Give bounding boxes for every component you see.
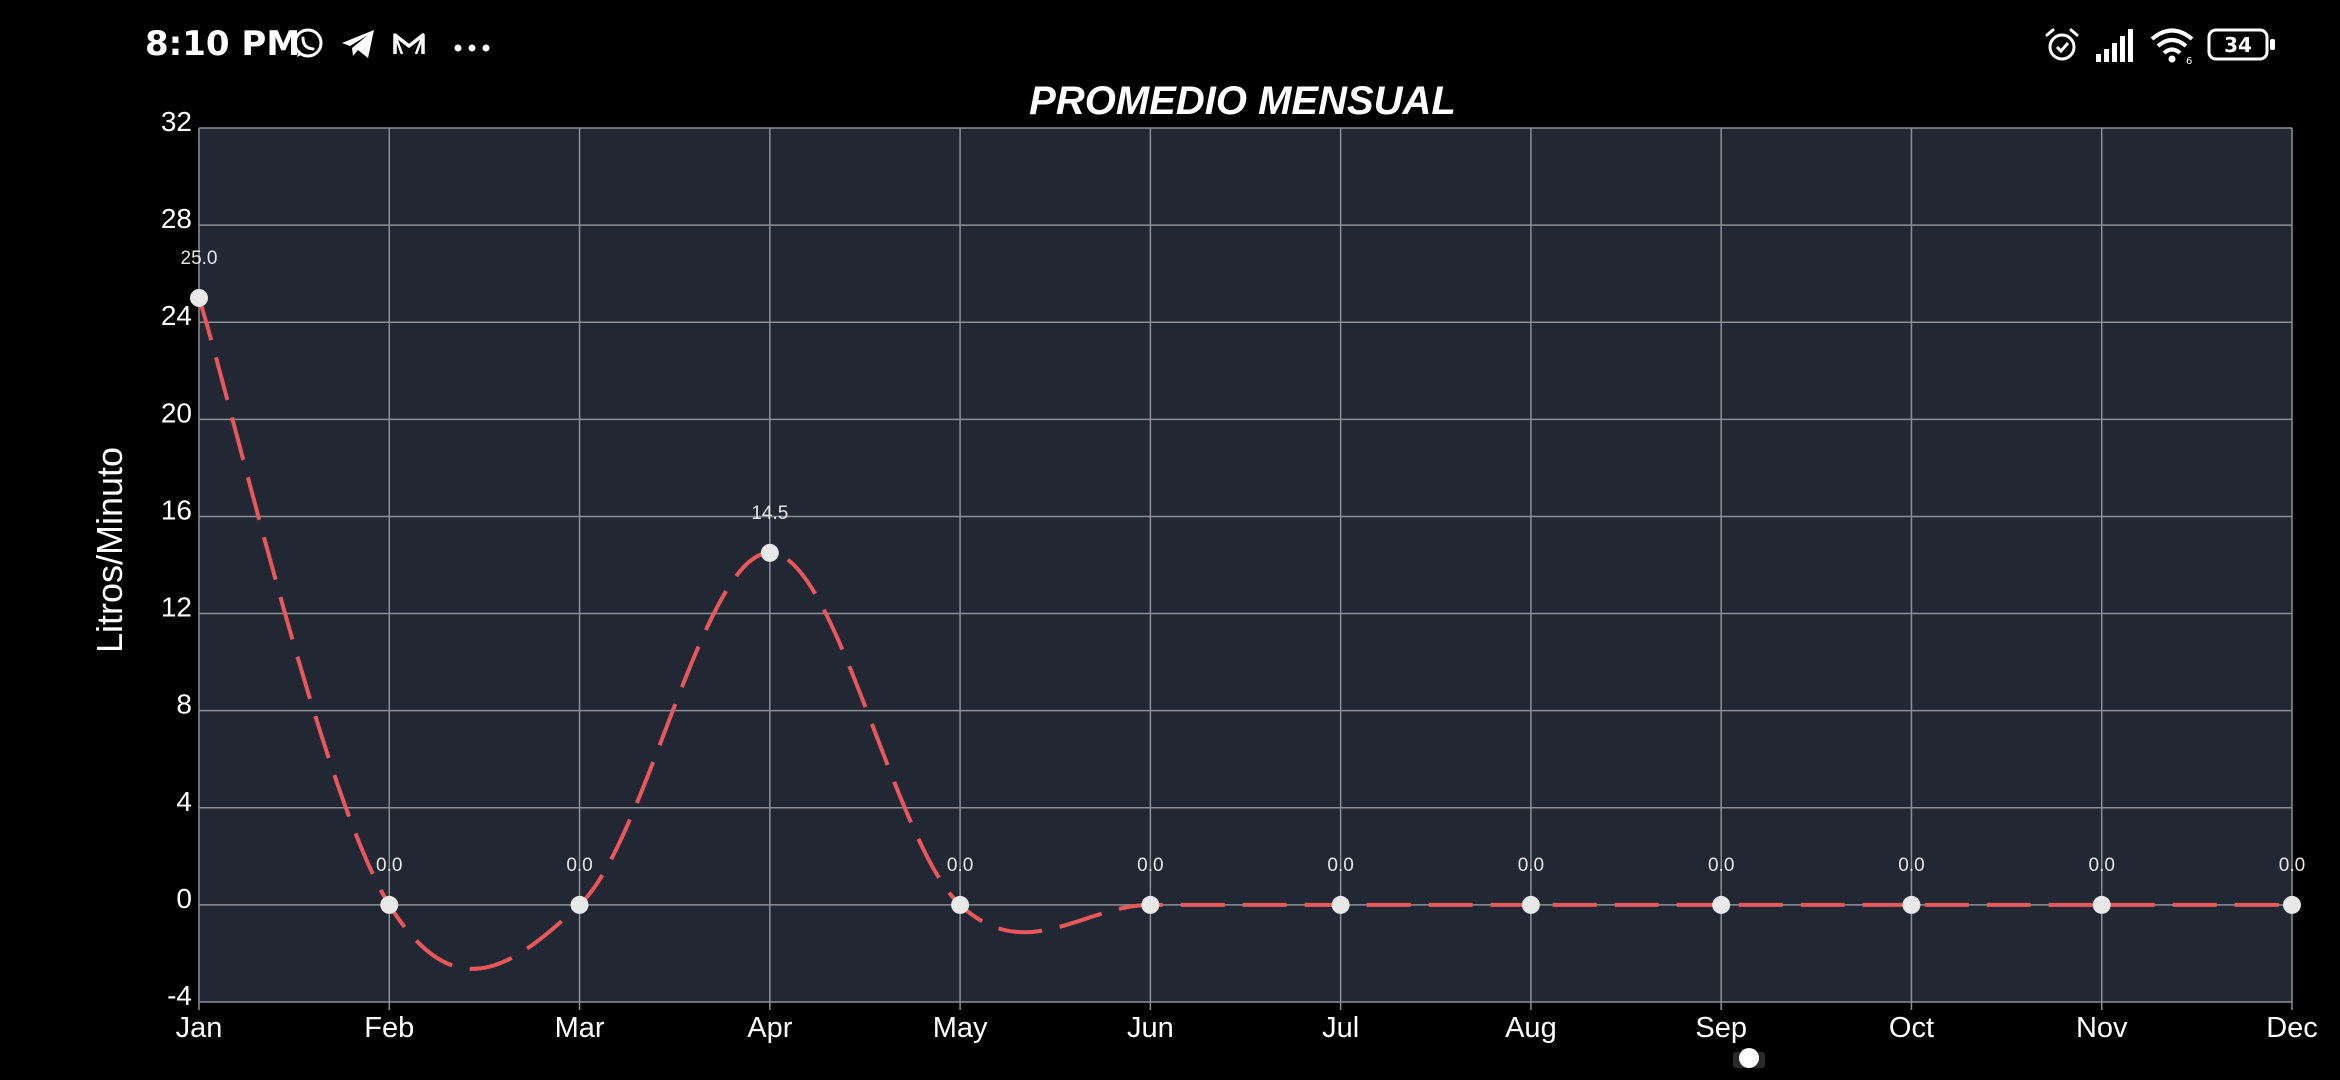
data-label: 0.0 <box>1327 855 1353 876</box>
y-tick-label: 16 <box>161 494 192 525</box>
x-tick-label: Jun <box>1127 1012 1174 1044</box>
series-line <box>197 297 2292 971</box>
data-point <box>2092 895 2111 914</box>
data-point <box>1521 895 1540 914</box>
y-tick-label: 12 <box>161 592 192 623</box>
x-tick-label: Mar <box>555 1012 605 1044</box>
x-tick-label: Apr <box>747 1012 792 1044</box>
more-dots-icon <box>454 44 490 52</box>
y-axis-ticks: -4 0 4 8 12 16 20 24 28 32 <box>161 106 192 1011</box>
data-point <box>1141 895 1160 914</box>
data-point <box>1331 895 1350 914</box>
data-label: 14.5 <box>751 503 788 524</box>
x-tick-label: Oct <box>1889 1012 1934 1044</box>
x-tick-label: Jul <box>1322 1012 1359 1044</box>
x-tick-label: May <box>933 1012 988 1044</box>
data-label: 0.0 <box>2089 855 2115 876</box>
battery-level: 34 <box>2224 33 2252 57</box>
y-axis-label: Litros/Minuto <box>89 447 130 653</box>
signal-icon <box>2096 29 2133 62</box>
alarm-icon <box>2045 28 2079 61</box>
nav-dot <box>1739 1048 1759 1068</box>
data-label: 0.0 <box>566 855 592 876</box>
x-tick-label: Nov <box>2076 1012 2128 1044</box>
svg-text:6: 6 <box>2186 56 2192 64</box>
y-tick-label: 24 <box>161 300 192 331</box>
grid <box>198 127 2293 1010</box>
battery-icon <box>2207 28 2275 61</box>
plot-area <box>199 128 2292 1002</box>
x-tick-label: Dec <box>2266 1012 2318 1044</box>
y-tick-label: 20 <box>161 397 192 428</box>
x-tick-label: Jan <box>176 1012 223 1044</box>
y-tick-label: -4 <box>167 980 192 1011</box>
data-labels: 25.0 0.0 0.0 14.5 0.0 0.0 0.0 0.0 0.0 0.0 0.0 0.0 <box>181 248 2306 876</box>
data-label: 0.0 <box>1708 855 1734 876</box>
x-axis-ticks: Jan Feb Mar Apr May Jun Jul Aug Sep Oct Nov Dec <box>176 1012 2318 1044</box>
gmail-icon <box>393 33 425 55</box>
data-label: 25.0 <box>181 248 218 269</box>
data-label: 0.0 <box>376 855 402 876</box>
y-tick-label: 4 <box>176 786 192 817</box>
data-point <box>380 895 399 914</box>
wifi-icon: 6 <box>2150 28 2194 64</box>
telegram-icon <box>342 30 374 58</box>
data-label: 0.0 <box>947 855 973 876</box>
data-points <box>190 288 2301 914</box>
x-tick-label: Feb <box>364 1012 414 1044</box>
data-point <box>2283 895 2301 914</box>
y-tick-label: 8 <box>176 689 192 720</box>
data-point <box>190 288 208 307</box>
status-bar: 8:10 PM <box>0 0 2340 96</box>
data-label: 0.0 <box>1898 855 1924 876</box>
status-time: 8:10 PM <box>145 24 301 64</box>
data-label: 0.0 <box>1518 855 1544 876</box>
data-point <box>1712 895 1731 914</box>
x-tick-label: Aug <box>1505 1012 1557 1044</box>
y-tick-label: 0 <box>176 883 192 914</box>
y-tick-label: 32 <box>161 106 192 137</box>
chart-title: PROMEDIO MENSUAL <box>1029 79 1456 123</box>
whatsapp-icon <box>293 28 323 58</box>
data-point <box>760 543 779 562</box>
data-label: 0.0 <box>1137 855 1163 876</box>
y-tick-label: 28 <box>161 203 192 234</box>
data-label: 0.0 <box>2279 855 2305 876</box>
x-tick-label: Sep <box>1695 1012 1747 1044</box>
data-point <box>951 895 970 914</box>
data-point <box>570 895 589 914</box>
data-point <box>1902 895 1921 914</box>
